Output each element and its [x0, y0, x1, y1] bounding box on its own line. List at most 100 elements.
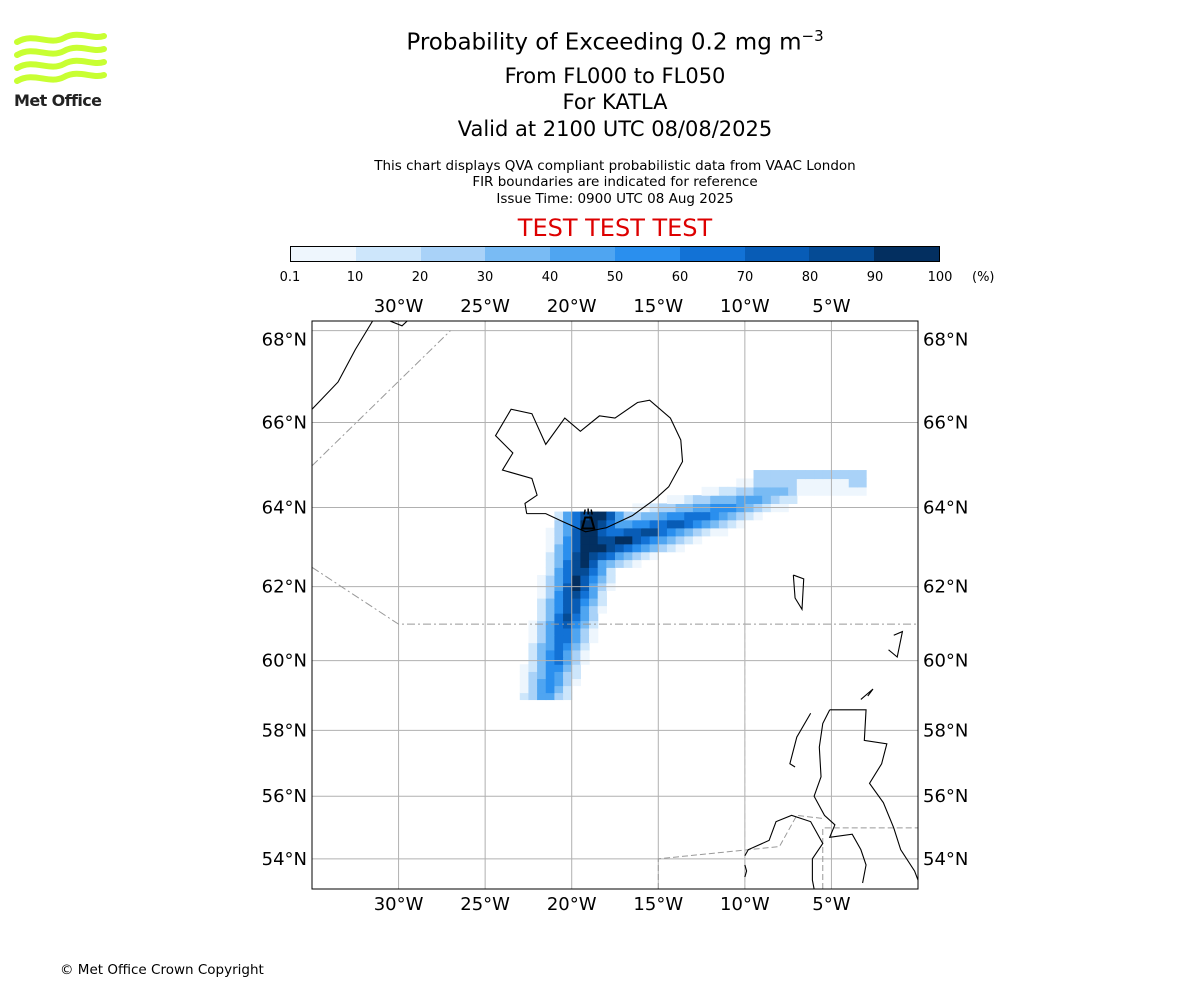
probability-cell	[554, 664, 564, 672]
probability-cell	[666, 519, 677, 529]
fir-boundary	[311, 566, 918, 625]
probability-cell	[571, 649, 581, 658]
probability-cell	[589, 551, 599, 561]
probability-cell	[554, 685, 564, 694]
probability-cell	[770, 495, 781, 504]
colorbar-segment	[809, 247, 875, 261]
probability-cell	[589, 535, 599, 545]
probability-cell	[563, 692, 573, 701]
probability-cell	[537, 575, 547, 584]
longitude-label: 25°W	[460, 296, 510, 317]
probability-cell	[727, 486, 737, 496]
probability-cell	[537, 597, 547, 607]
probability-cell	[727, 495, 737, 504]
probability-cell	[701, 519, 711, 529]
probability-cell	[623, 543, 633, 553]
probability-cell	[537, 649, 547, 658]
probability-cell	[571, 590, 581, 599]
probability-cell	[770, 470, 781, 480]
probability-cell	[684, 511, 694, 521]
colorbar-tick-label: 30	[476, 270, 494, 285]
probability-cell	[528, 685, 538, 694]
colorbar-segment	[744, 247, 810, 261]
probability-cell	[710, 519, 720, 529]
probability-cell	[545, 685, 555, 694]
longitude-label: 30°W	[374, 296, 424, 317]
probability-cell	[554, 649, 564, 658]
probability-cell	[640, 543, 651, 553]
probability-cell	[753, 478, 763, 488]
colorbar-segment	[679, 247, 745, 261]
probability-cell	[554, 551, 564, 561]
probability-cell	[640, 535, 651, 545]
coastline-greenland	[389, 320, 408, 327]
probability-cell	[814, 478, 824, 488]
probability-cell	[563, 511, 573, 521]
coastline-britain	[813, 709, 867, 884]
probability-cell	[615, 559, 625, 568]
probability-cell	[528, 635, 538, 644]
probability-cell	[545, 559, 555, 568]
longitude-label: 10°W	[720, 894, 770, 915]
latitude-label: 54°N	[923, 849, 968, 870]
fir-boundary	[657, 814, 823, 889]
probability-cell	[589, 511, 599, 521]
probability-cell	[545, 678, 555, 687]
probability-cell	[554, 575, 564, 584]
probability-cell	[606, 551, 616, 561]
probability-cell	[857, 486, 867, 496]
colorbar-tick-label: 90	[866, 270, 884, 285]
probability-cell	[649, 535, 659, 545]
probability-cell	[788, 478, 798, 488]
longitude-label: 15°W	[633, 296, 683, 317]
fir-boundary	[311, 330, 451, 467]
probability-cell	[545, 671, 555, 680]
probability-cell	[632, 559, 642, 568]
probability-cell	[528, 678, 538, 687]
probability-cell	[658, 519, 668, 529]
probability-cell	[857, 478, 867, 488]
colorbar-segment	[874, 247, 939, 261]
probability-cell	[692, 535, 703, 545]
probability-cell	[580, 613, 590, 622]
probability-cell	[640, 527, 651, 537]
probability-cell	[554, 678, 564, 687]
probability-cell	[554, 559, 564, 568]
probability-cell	[589, 543, 599, 553]
probability-cell	[580, 575, 590, 584]
probability-cell	[537, 642, 547, 651]
probability-cell	[597, 559, 607, 568]
probability-cell	[554, 620, 564, 629]
probability-cell	[675, 519, 685, 529]
probability-cell	[753, 470, 763, 480]
probability-cell	[554, 590, 564, 599]
probability-cell	[675, 527, 685, 537]
probability-cell	[519, 685, 530, 694]
colorbar-tick-label: 60	[671, 270, 689, 285]
probability-cell	[848, 478, 858, 488]
probability-cell	[762, 495, 772, 504]
note-line-1: This chart displays QVA compliant probab…	[374, 158, 856, 174]
probability-cell	[736, 486, 746, 496]
probability-cell	[589, 597, 599, 607]
probability-cell	[848, 486, 858, 496]
probability-cell	[666, 527, 677, 537]
probability-cell	[848, 470, 858, 480]
colorbar-tick-label: 0.1	[279, 270, 301, 285]
probability-cell	[649, 511, 659, 521]
probability-cell	[537, 692, 547, 701]
probability-cell	[563, 678, 573, 687]
probability-cell	[571, 567, 581, 576]
probability-cell	[563, 649, 573, 658]
probability-cell	[563, 543, 573, 553]
probability-cell	[580, 559, 590, 568]
probability-cell	[563, 627, 573, 636]
probability-cell	[597, 519, 607, 529]
probability-cell	[528, 664, 538, 672]
colorbar-tick-label: 80	[801, 270, 819, 285]
latitude-label: 56°N	[262, 786, 307, 807]
probability-cell	[658, 511, 668, 521]
probability-cell	[736, 511, 746, 521]
ash-probability-field	[519, 470, 867, 701]
probability-cell	[537, 613, 547, 622]
